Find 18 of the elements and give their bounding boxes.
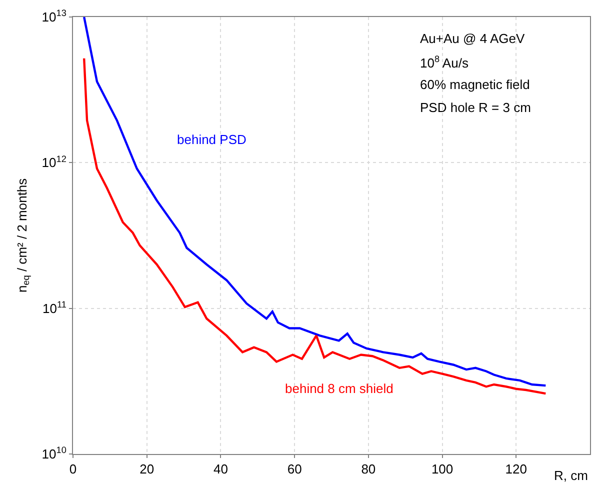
x-tick-label: 100 [431,462,454,477]
y-tick-label: 10$^{12}$ [42,154,66,170]
x-tick-label: 40 [213,462,228,477]
series-label: behind 8 cm shield [285,381,394,396]
annotation: Au+Au @ 4 AGeV [420,31,525,46]
x-tick-label: 60 [287,462,302,477]
x-tick-label: 80 [361,462,376,477]
x-tick-label: 20 [140,462,154,477]
annotation: 10$^{8}$ Au/s [420,54,469,70]
text: behind PSD [177,132,246,147]
annotation: 60% magnetic field [420,77,530,92]
x-tick-label: 0 [69,462,77,477]
x-tick-label: 120 [505,462,527,477]
y-tick-label: 10$^{13}$ [42,8,66,25]
y-tick-label: 10$^{11}$ [42,299,66,316]
x-axis-title: R, cm [554,468,588,483]
annotation: PSD hole R = 3 cm [420,100,531,115]
y-tick-label: 10$^{10}$ [42,445,66,462]
